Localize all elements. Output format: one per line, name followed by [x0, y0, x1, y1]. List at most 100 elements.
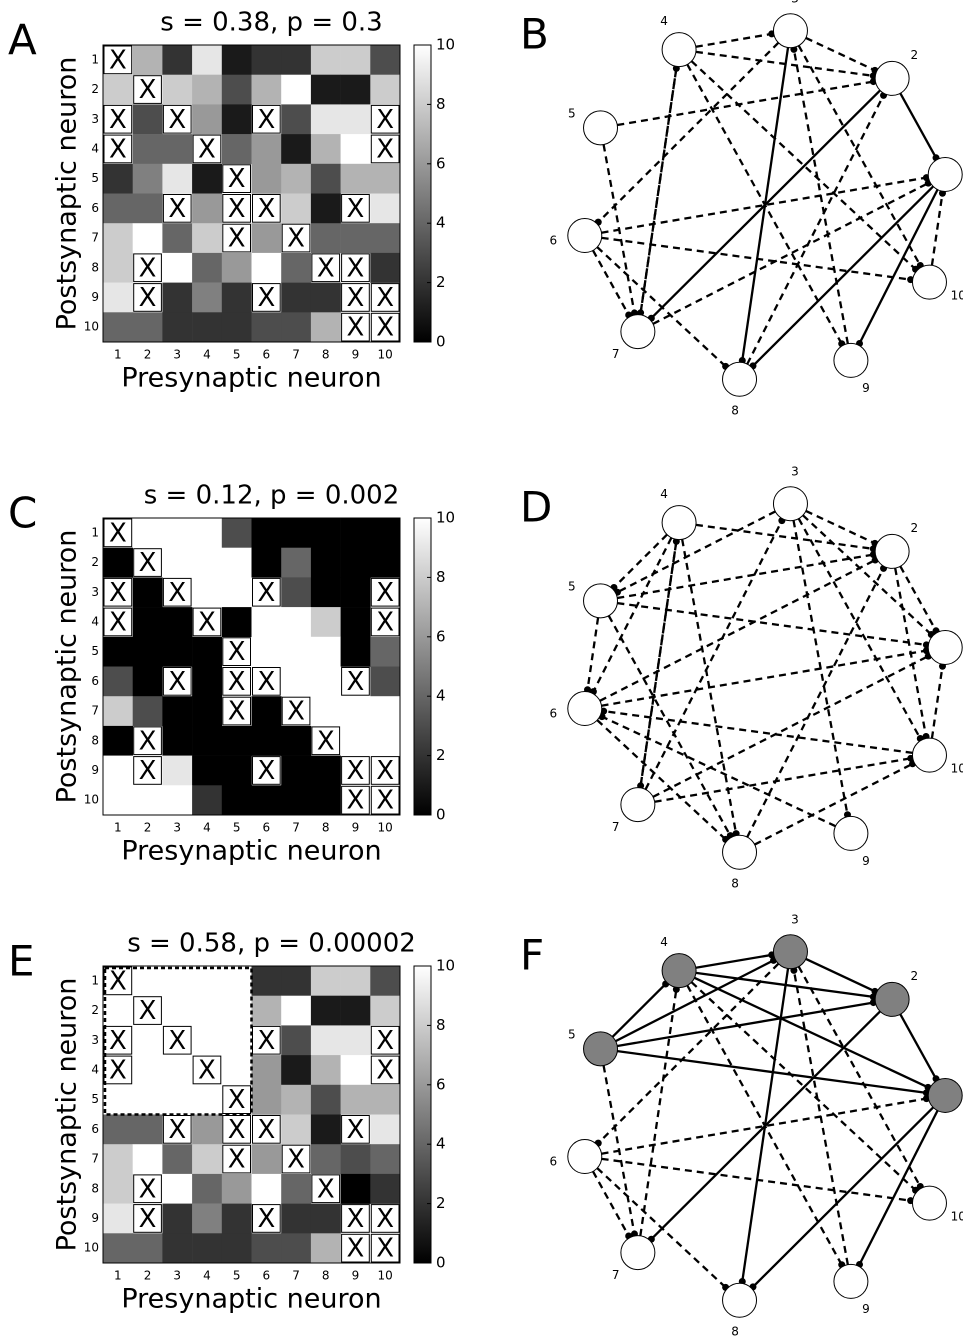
- edge-dashed: [797, 45, 923, 268]
- cell: [103, 725, 133, 756]
- mask-marker: X: [376, 756, 394, 786]
- cell: [132, 785, 163, 816]
- panel-label: C: [8, 489, 37, 538]
- x-tick-label: 10: [378, 1269, 393, 1283]
- mask-marker: X: [198, 607, 216, 637]
- masked-cell: [133, 1204, 162, 1233]
- x-tick-label: 4: [203, 348, 211, 362]
- cell: [281, 74, 312, 105]
- edge-dashed: [601, 1157, 913, 1203]
- neuron: [722, 834, 758, 870]
- y-tick-label: 10: [84, 793, 99, 807]
- cell: [251, 1144, 282, 1175]
- cell: [162, 1173, 193, 1204]
- cell: [162, 518, 193, 548]
- cell: [221, 785, 252, 816]
- neuron-label: 8: [731, 1324, 739, 1338]
- masked-cell: [192, 1055, 222, 1085]
- neuron-label: 4: [660, 935, 668, 949]
- cell: [192, 725, 223, 756]
- y-tick-label: 2: [91, 555, 99, 569]
- cell: [162, 163, 193, 194]
- mask-marker: X: [168, 667, 186, 697]
- cell: [162, 696, 193, 727]
- neuron: [911, 1185, 947, 1221]
- edge-solid: [899, 1013, 939, 1082]
- masked-cell: [341, 312, 370, 342]
- panel-label: F: [520, 931, 544, 980]
- cell: [132, 607, 163, 638]
- masked-cell: [311, 726, 341, 756]
- neuron-label: 5: [568, 1027, 576, 1041]
- cell: [192, 74, 223, 105]
- edge-dashed: [615, 510, 776, 595]
- colorbar-tick-label: 6: [436, 627, 446, 645]
- neuron: [583, 583, 619, 619]
- cell: [162, 282, 193, 313]
- cell: [221, 755, 252, 786]
- edge-dashed: [644, 518, 784, 790]
- cell: [132, 636, 163, 667]
- cell: [310, 547, 341, 578]
- colorbar-tick-label: 2: [436, 273, 446, 291]
- masked-cell: [103, 45, 133, 75]
- masked-cell: [103, 134, 133, 164]
- edge-dashed: [596, 719, 728, 842]
- cell: [310, 104, 341, 135]
- cell: [162, 1055, 193, 1086]
- colorbar-tick-label: 10: [436, 509, 455, 527]
- cell: [281, 45, 312, 75]
- edge-dashed: [930, 191, 944, 266]
- cell: [162, 636, 193, 667]
- x-tick-label: 9: [352, 821, 360, 835]
- edge-dashed: [591, 249, 631, 318]
- cell: [281, 607, 312, 638]
- colorbar: [413, 517, 432, 816]
- masked-cell: [370, 785, 400, 815]
- cell: [310, 1203, 341, 1234]
- neuron: [661, 953, 697, 989]
- masked-cell: [370, 312, 400, 342]
- cell: [221, 1055, 252, 1086]
- colorbar-tick-label: 8: [436, 1016, 446, 1034]
- x-tick-label: 10: [378, 348, 393, 362]
- edge-dashed: [601, 709, 913, 755]
- masked-cell: [103, 1025, 133, 1055]
- cell: [281, 104, 312, 135]
- mask-marker: X: [317, 726, 335, 756]
- x-tick-label: 8: [322, 1269, 330, 1283]
- cell: [370, 1144, 401, 1175]
- cell: [251, 1084, 282, 1115]
- neuron-label: 8: [731, 876, 739, 890]
- masked-cell: [341, 667, 370, 696]
- y-tick-label: 9: [91, 1211, 99, 1225]
- cell: [192, 995, 223, 1026]
- cell: [310, 74, 341, 105]
- masked-cell: [222, 696, 252, 726]
- x-tick-label: 6: [263, 1269, 271, 1283]
- edge-solid: [750, 185, 934, 369]
- cell: [281, 1084, 312, 1115]
- cell: [340, 1055, 371, 1086]
- mask-marker: X: [109, 518, 127, 548]
- cell: [370, 518, 401, 548]
- cell: [281, 1173, 312, 1204]
- cell: [370, 1173, 401, 1204]
- neuron-label: 2: [911, 969, 919, 983]
- cell: [370, 666, 401, 697]
- neuron-label: 9: [862, 381, 870, 395]
- cell: [251, 312, 282, 343]
- cell: [370, 725, 401, 756]
- edge-dashed: [639, 539, 678, 788]
- cell: [192, 1233, 223, 1264]
- cell: [221, 518, 252, 548]
- cell: [162, 1084, 193, 1115]
- panel-label: A: [8, 16, 37, 65]
- x-tick-label: 6: [263, 821, 271, 835]
- masked-cell: [252, 1115, 281, 1144]
- neuron-label: 8: [731, 403, 739, 417]
- masked-cell: [370, 134, 400, 164]
- mask-marker: X: [376, 283, 394, 313]
- x-tick-label: 1: [114, 1269, 122, 1283]
